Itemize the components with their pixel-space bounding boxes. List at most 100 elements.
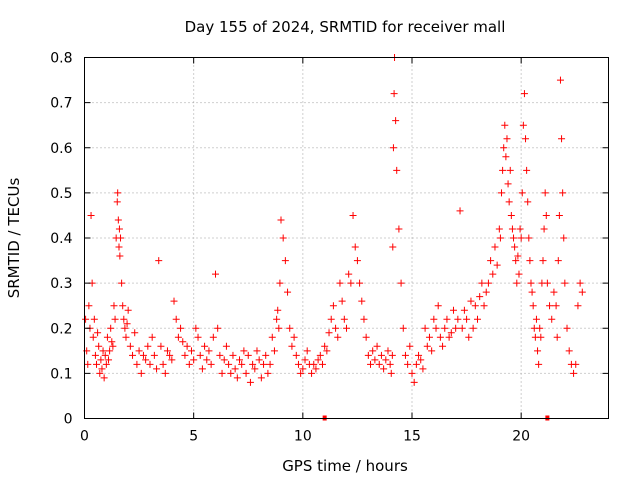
data-point [157, 342, 165, 350]
data-point [349, 211, 357, 219]
data-point [332, 324, 340, 332]
data-point [249, 360, 257, 368]
data-point [484, 279, 492, 287]
data-point [504, 180, 512, 188]
data-point [540, 225, 548, 233]
data-point [318, 360, 326, 368]
data-point [406, 342, 414, 350]
data-point [546, 302, 554, 310]
data-point [192, 324, 200, 332]
data-point [142, 356, 150, 364]
data-point [185, 360, 193, 368]
data-point [122, 333, 130, 341]
data-point [471, 302, 479, 310]
data-point [168, 356, 176, 364]
data-point [84, 360, 92, 368]
data-point [511, 243, 519, 251]
data-point [327, 315, 335, 323]
data-point [114, 189, 122, 197]
data-point [95, 342, 103, 350]
data-point [329, 302, 337, 310]
data-point [240, 347, 248, 355]
data-point [321, 342, 329, 350]
data-point [417, 356, 425, 364]
data-point [144, 342, 152, 350]
data-point [415, 351, 423, 359]
data-point [201, 342, 209, 350]
data-point [561, 279, 569, 287]
data-point [393, 166, 401, 174]
data-point [166, 351, 174, 359]
data-point [225, 360, 233, 368]
data-point [523, 166, 531, 174]
data-point [517, 234, 525, 242]
data-point [421, 324, 429, 332]
data-point [231, 365, 239, 373]
data-point [102, 360, 110, 368]
data-point [148, 333, 156, 341]
data-point [255, 356, 263, 364]
data-point [105, 356, 113, 364]
data-point [207, 360, 215, 368]
data-point [155, 257, 163, 265]
data-point [325, 329, 333, 337]
data-point [139, 351, 147, 359]
data-point [434, 302, 442, 310]
data-point [536, 324, 544, 332]
data-point [316, 351, 324, 359]
data-points [82, 54, 586, 386]
data-point [432, 324, 440, 332]
data-point [98, 365, 106, 373]
data-point [460, 306, 468, 314]
data-point [482, 288, 490, 296]
data-point [106, 347, 114, 355]
data-point [179, 338, 187, 346]
data-point [310, 360, 318, 368]
data-point [353, 257, 361, 265]
data-point [260, 360, 268, 368]
data-point [543, 279, 551, 287]
data-point [495, 225, 503, 233]
data-point [510, 234, 518, 242]
data-point [351, 243, 359, 251]
data-point [553, 333, 561, 341]
data-point [395, 225, 403, 233]
data-point [116, 252, 124, 260]
data-point [340, 315, 348, 323]
data-point [124, 306, 132, 314]
data-point [401, 351, 409, 359]
data-point [576, 279, 584, 287]
data-point [369, 347, 377, 355]
data-point [133, 360, 141, 368]
data-point [541, 189, 549, 197]
data-point [257, 374, 265, 382]
data-point [118, 279, 126, 287]
data-point [499, 166, 507, 174]
data-point [163, 347, 171, 355]
data-point [498, 189, 506, 197]
data-point [491, 243, 499, 251]
data-point [274, 306, 282, 314]
data-point [323, 347, 331, 355]
data-point [89, 333, 97, 341]
y-tick-label: 0.3 [50, 276, 72, 292]
data-point [558, 135, 566, 143]
data-point [123, 320, 131, 328]
data-point [519, 121, 527, 129]
data-point [177, 324, 185, 332]
data-point [338, 297, 346, 305]
data-point [314, 356, 322, 364]
data-point [172, 315, 180, 323]
y-tick-label: 0 [64, 412, 73, 428]
data-point [85, 302, 93, 310]
data-point [279, 234, 287, 242]
data-point [554, 257, 562, 265]
data-point [100, 374, 108, 382]
data-point [218, 369, 226, 377]
data-point [114, 216, 122, 224]
data-point [478, 279, 486, 287]
data-point [529, 302, 537, 310]
data-point [129, 351, 137, 359]
data-point [196, 351, 204, 359]
